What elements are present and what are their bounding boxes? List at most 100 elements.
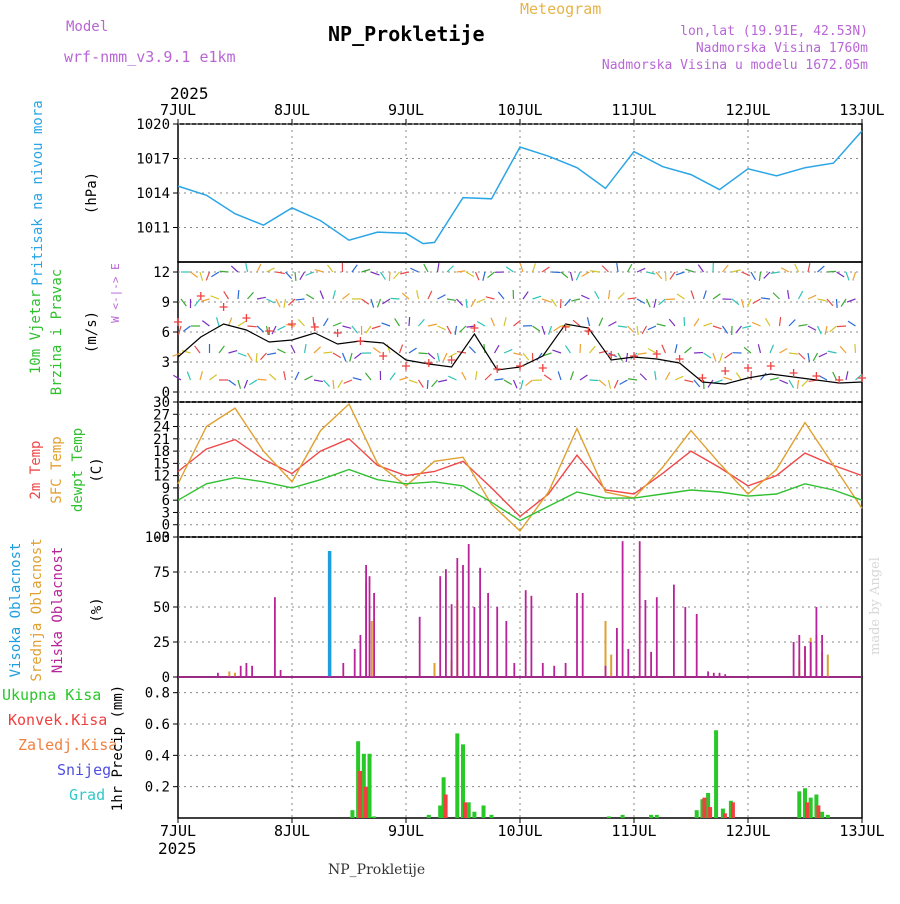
wind-arrow bbox=[637, 326, 638, 335]
wind-gust-marker bbox=[653, 350, 661, 358]
wind-arrow bbox=[666, 372, 670, 380]
wind-gust-marker bbox=[311, 323, 319, 331]
wind-arrow bbox=[486, 297, 495, 299]
cloud-low-bar bbox=[804, 646, 806, 677]
wind-arrow bbox=[698, 265, 703, 272]
wind-arrow bbox=[648, 349, 656, 353]
temp-axis-title-2: SFC Temp bbox=[49, 436, 65, 503]
wind-arrow bbox=[766, 318, 771, 326]
precip-legend-0: Ukupna Kisa bbox=[2, 686, 101, 704]
wind-arrow bbox=[305, 376, 313, 380]
precip-conv-bar bbox=[358, 771, 362, 818]
cloud-low-bar bbox=[821, 635, 823, 677]
cloud-low-bar bbox=[487, 593, 489, 677]
wind-arrow bbox=[257, 297, 266, 299]
wind-arrow bbox=[802, 380, 808, 386]
wind-gust-marker bbox=[197, 292, 205, 300]
wind-arrow bbox=[448, 376, 456, 380]
wind-arrow bbox=[267, 268, 275, 272]
wind-arrow bbox=[841, 299, 846, 307]
precip-conv-bar bbox=[702, 798, 706, 818]
wind-arrow bbox=[238, 290, 239, 299]
wind-arrow bbox=[382, 323, 390, 326]
wind-arrow bbox=[220, 271, 229, 272]
wind-arrow bbox=[637, 299, 645, 303]
wind-arrow bbox=[466, 272, 474, 277]
x-tick-label-bottom: 9JUL bbox=[388, 822, 424, 840]
cloud-low-bar bbox=[696, 614, 698, 677]
wind-arrow bbox=[200, 272, 202, 281]
wind-arrow bbox=[477, 299, 485, 303]
wind-arrow bbox=[840, 346, 846, 353]
wind-arrow bbox=[533, 296, 542, 299]
wind-arrow bbox=[799, 325, 808, 326]
wind-arrow bbox=[295, 272, 296, 281]
cloud-mid-bar bbox=[371, 621, 373, 677]
precip-total-bar bbox=[368, 754, 372, 818]
wind-arrow bbox=[457, 271, 466, 272]
wind-arrow bbox=[614, 380, 618, 388]
wind-arrow bbox=[352, 265, 357, 272]
wind-arrow bbox=[344, 380, 352, 383]
page-title: NP_Prokletije bbox=[328, 22, 485, 46]
cloud-unit-label: (%) bbox=[89, 597, 105, 622]
wind-arrow bbox=[211, 296, 219, 299]
wind-arrow bbox=[211, 272, 219, 277]
wind-arrow bbox=[200, 371, 202, 380]
wind-arrow bbox=[231, 266, 238, 272]
wind-arrow bbox=[277, 349, 285, 353]
y-tick-label: 0.4 bbox=[145, 748, 170, 764]
wind-arrow bbox=[389, 272, 390, 281]
wind-arrow bbox=[780, 349, 788, 354]
temp-axis-title-1: 2m Temp bbox=[28, 440, 44, 499]
wind-arrow bbox=[521, 380, 523, 389]
precip-panel-frame bbox=[178, 677, 862, 818]
cloud-low-bar bbox=[798, 635, 800, 677]
wind-arrow bbox=[685, 347, 692, 353]
precip-total-bar bbox=[695, 810, 699, 818]
wind-arrow bbox=[276, 299, 280, 307]
wind-arrow bbox=[685, 380, 694, 382]
y-tick-label: 1011 bbox=[136, 221, 170, 237]
elevation-label: Nadmorska Visina 1760m bbox=[696, 41, 868, 56]
wind-arrow bbox=[565, 346, 570, 353]
precip-conv-bar bbox=[723, 813, 727, 818]
model-name: wrf-nmm_v3.9.1 e1km bbox=[64, 48, 236, 66]
wind-arrow bbox=[229, 351, 238, 353]
wind-arrow bbox=[238, 321, 246, 326]
wind-arrow bbox=[269, 374, 276, 380]
cloud-low-bar bbox=[468, 544, 470, 677]
cloud-axis-title-1: Visoka Oblacnost bbox=[8, 543, 24, 678]
wind-arrow bbox=[428, 324, 437, 326]
wind-arrow bbox=[526, 380, 533, 386]
cloud-axis-title-2: Srednja Oblacnost bbox=[29, 538, 45, 681]
wind-arrow bbox=[488, 272, 495, 278]
wind-arrow bbox=[206, 272, 209, 280]
wind-arrow bbox=[837, 299, 838, 308]
wind-arrow bbox=[365, 373, 371, 380]
wind-arrow bbox=[656, 272, 662, 279]
wind-arrow bbox=[618, 326, 627, 327]
cloud-low-bar bbox=[365, 565, 367, 677]
cloud-low-bar bbox=[525, 590, 527, 677]
wind-arrow bbox=[542, 267, 549, 272]
wind-arrow bbox=[552, 299, 557, 306]
wind-arrow bbox=[300, 272, 305, 280]
cloud-low-bar bbox=[793, 642, 795, 677]
meteogram-subtitle: Meteogram bbox=[520, 0, 601, 18]
wind-arrow bbox=[320, 291, 323, 299]
wind-arrow bbox=[201, 299, 210, 301]
cloud-low-bar bbox=[684, 607, 686, 677]
wind-arrow bbox=[471, 299, 476, 307]
wind-arrow bbox=[424, 264, 428, 272]
wind-arrow bbox=[419, 353, 428, 354]
precip-total-bar bbox=[438, 805, 442, 818]
cloud-low-bar bbox=[251, 666, 253, 677]
wind-arrow bbox=[533, 263, 536, 272]
wind-arrow bbox=[808, 353, 809, 362]
wind-gust-marker bbox=[402, 362, 410, 370]
wind-arrow bbox=[469, 347, 475, 353]
precip-total-bar bbox=[649, 815, 653, 818]
